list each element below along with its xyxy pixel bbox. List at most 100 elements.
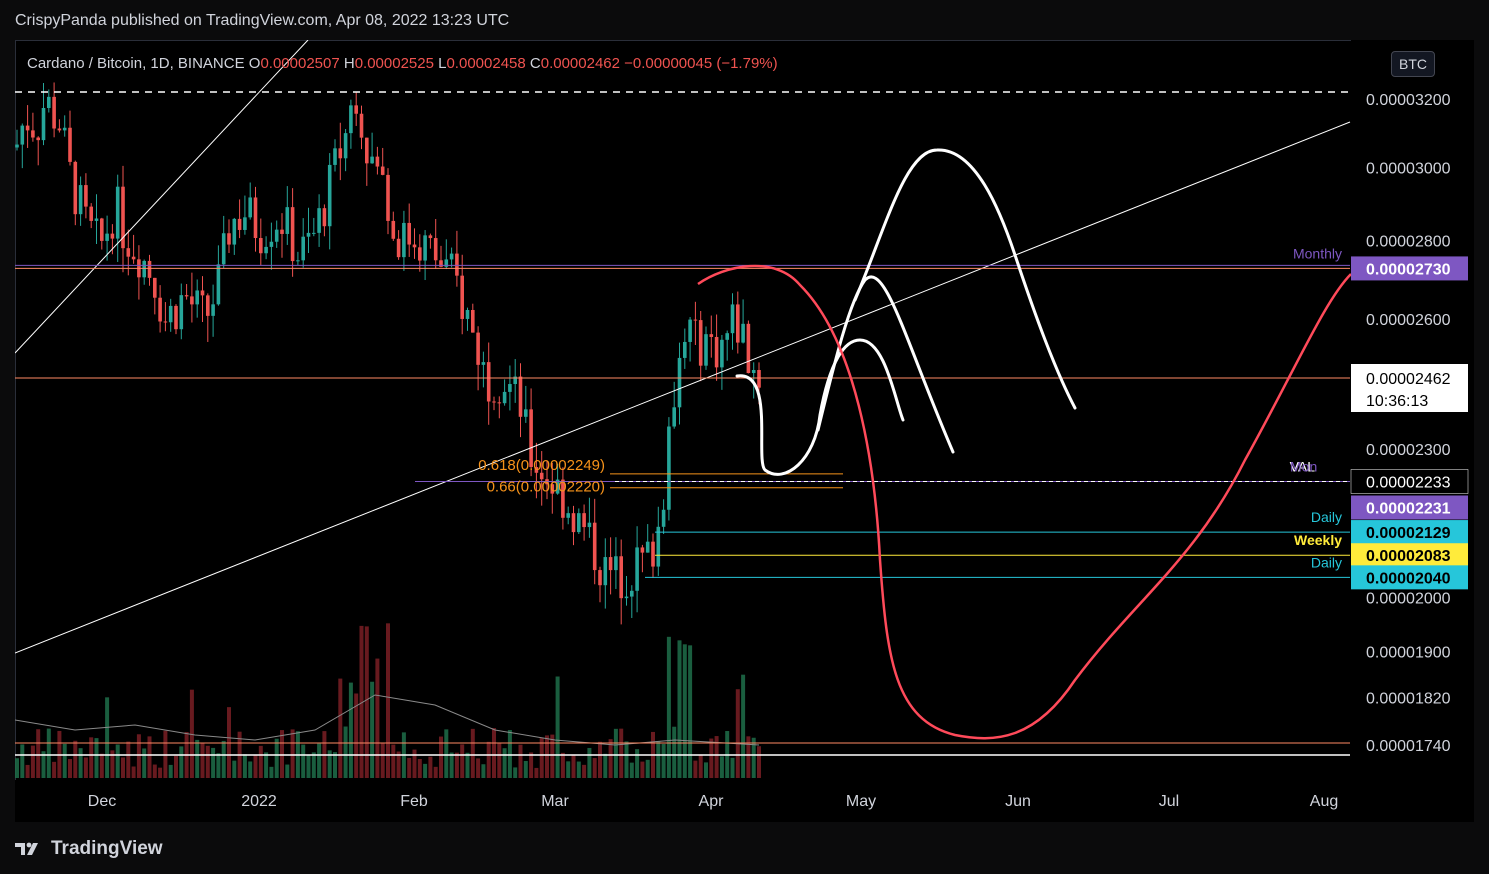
candle-body (667, 426, 671, 510)
volume-bar (714, 736, 719, 778)
volume-bar (704, 762, 708, 778)
candle-body (94, 218, 99, 221)
candle-body (121, 186, 125, 249)
candle-body (115, 186, 120, 239)
monthly-level-label: Monthly (1293, 245, 1342, 261)
monthly-val-price-badge[interactable] (1351, 495, 1468, 520)
candle-body (587, 522, 592, 528)
candle-body (25, 125, 30, 131)
price-axis-tick: 0.00002300 (1366, 442, 1451, 459)
volume-bar (142, 748, 147, 778)
candle-body (571, 513, 576, 533)
candle-body (561, 479, 565, 518)
low-value: 0.00002458 (446, 55, 526, 72)
volume-bar (719, 756, 724, 778)
candle-body (534, 467, 539, 473)
candle-body (497, 402, 502, 404)
candle-body (698, 320, 703, 366)
candle-body (78, 185, 83, 215)
candle-body (68, 127, 72, 162)
price-axis-tick: 0.00002800 (1366, 234, 1451, 251)
candle-body (677, 357, 682, 408)
volume-bar (46, 728, 51, 778)
candle-body (428, 235, 433, 239)
candle-body (757, 370, 761, 388)
daily-lower-price-badge[interactable] (1351, 565, 1468, 590)
price-chart[interactable]: 0.618(0.00002249) 0.66(0.00002220) 0.00003… (15, 40, 1474, 822)
volume-bar (41, 751, 46, 778)
volume-bar (661, 743, 666, 778)
candle-body (269, 241, 274, 247)
daily-upper-price-badge[interactable] (1351, 520, 1468, 545)
candle-body (264, 246, 268, 254)
candle-body (418, 247, 422, 261)
candle-body (529, 409, 533, 468)
volume-bar (741, 674, 746, 778)
candle-body (158, 297, 162, 322)
candle-body (741, 323, 745, 343)
candle-body (52, 96, 56, 129)
volume-bar (168, 764, 173, 778)
candle-body (656, 526, 661, 567)
candle-body (539, 472, 544, 480)
candle-body (349, 105, 353, 134)
candle-body (338, 148, 343, 159)
volume-bar (110, 750, 115, 778)
candles-group (15, 82, 761, 625)
candle-body (301, 236, 305, 261)
projection-small-wave (735, 338, 905, 476)
volume-bar (99, 753, 104, 778)
monthly-price-badge[interactable] (1351, 256, 1468, 281)
volume-bar (507, 730, 512, 778)
volume-bar (248, 761, 253, 778)
candle-body (460, 275, 464, 319)
volume-bar (195, 739, 200, 778)
candle-body (343, 133, 348, 159)
candle-body (174, 305, 178, 330)
price-axis-tick: 0.00002600 (1366, 312, 1451, 329)
volume-bar (152, 764, 157, 778)
volume-bar (571, 754, 576, 778)
volume-bar (709, 738, 714, 778)
volume-bar (131, 766, 136, 778)
time-axis-tick: Dec (88, 793, 116, 810)
candle-body (190, 296, 194, 305)
candle-body (550, 484, 555, 494)
volume-bar (242, 754, 247, 778)
volume-bar (306, 754, 311, 778)
projection-mid-wave (816, 275, 955, 454)
volume-bar (757, 746, 761, 778)
daily-lower-price-badge-label: 0.00002040 (1366, 570, 1451, 587)
candle-body (89, 206, 93, 221)
volume-bar (359, 625, 364, 778)
val-price-badge[interactable] (1350, 469, 1469, 494)
candle-body (592, 522, 597, 571)
price-axis-tick: 0.00002000 (1366, 590, 1451, 607)
volume-bar (25, 764, 30, 778)
candle-body (306, 232, 311, 237)
price-axis[interactable] (1351, 40, 1474, 822)
symbol-name[interactable]: Cardano / Bitcoin, 1D, BINANCE (27, 55, 245, 72)
volume-bar (62, 743, 67, 778)
volume-bar (36, 729, 41, 778)
candle-body (168, 305, 173, 323)
candle-body (62, 127, 67, 131)
candle-body (375, 156, 380, 167)
projection-large-wave (853, 148, 1077, 410)
time-axis[interactable] (15, 780, 1351, 822)
volume-bar (258, 745, 263, 778)
current-price-badge[interactable] (1351, 364, 1468, 412)
price-axis-tick: 0.00001740 (1366, 738, 1451, 755)
candle-body (253, 197, 258, 239)
footer-brand[interactable]: TradingView (15, 836, 163, 862)
volume-bar (481, 764, 486, 778)
candle-body (84, 185, 88, 207)
weekly-price-badge-label: 0.00002083 (1366, 548, 1451, 565)
weekly-price-badge[interactable] (1351, 543, 1468, 568)
time-axis-tick: Mar (541, 793, 569, 810)
currency-button[interactable]: BTC (1391, 51, 1435, 77)
candle-body (147, 260, 152, 278)
candle-body (407, 222, 411, 245)
volume-bar (412, 749, 417, 778)
candle-body (105, 233, 109, 241)
